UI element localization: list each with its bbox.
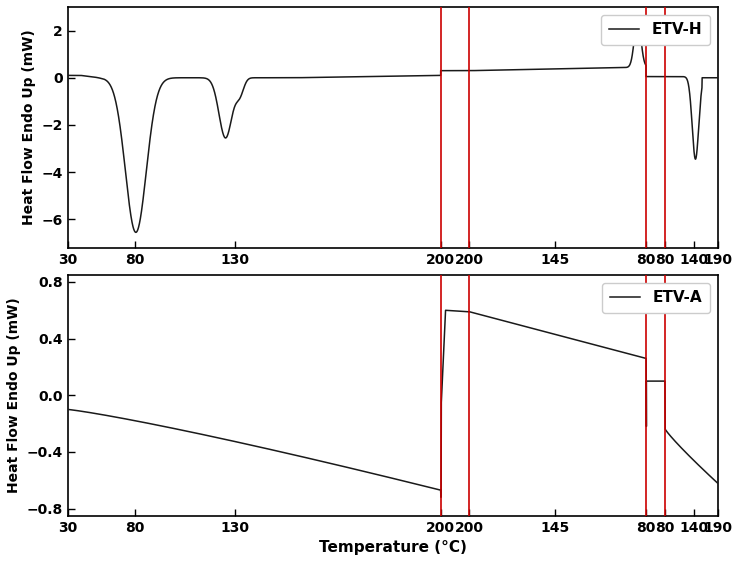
Y-axis label: Heat Flow Endo Up (mW): Heat Flow Endo Up (mW) [7, 297, 21, 493]
Y-axis label: Heat Flow Endo Up (mW): Heat Flow Endo Up (mW) [22, 29, 35, 225]
Legend: ETV-H: ETV-H [602, 15, 710, 45]
X-axis label: Temperature (°C): Temperature (°C) [319, 540, 466, 555]
Legend: ETV-A: ETV-A [602, 283, 710, 313]
